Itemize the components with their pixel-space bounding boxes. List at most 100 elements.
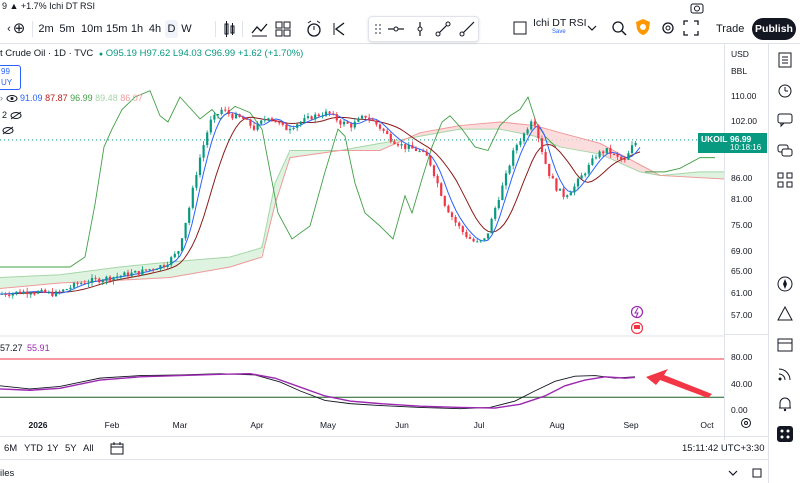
time-label: Apr xyxy=(250,420,264,430)
candle-body xyxy=(616,154,619,157)
candle-body xyxy=(526,129,529,134)
candle-body xyxy=(252,125,256,130)
chevron-down-icon[interactable] xyxy=(587,24,597,32)
vertical-line-icon[interactable] xyxy=(413,21,427,37)
interval-d-active[interactable]: D xyxy=(165,20,178,38)
interval-1h[interactable]: 1h xyxy=(130,23,144,35)
maximize-icon[interactable] xyxy=(752,468,762,478)
unit-label[interactable]: BBL xyxy=(731,66,748,76)
eye-crossed-icon[interactable] xyxy=(10,111,22,120)
candle-body xyxy=(497,200,500,209)
chart-pane[interactable] xyxy=(0,44,724,418)
watchlist-icon[interactable] xyxy=(777,52,793,68)
notifications-bell-icon[interactable] xyxy=(777,396,793,412)
buy-label[interactable]: UY xyxy=(1,78,13,87)
candle-body xyxy=(159,265,162,269)
candle-body xyxy=(407,145,410,149)
fullscreen-icon[interactable] xyxy=(683,20,699,36)
badge-symbol: UKOIL xyxy=(701,134,728,144)
horizontal-line-icon[interactable] xyxy=(387,22,405,36)
add-symbol-icon[interactable]: ⊕ xyxy=(12,20,26,37)
price-scale[interactable]: USD BBL 110.00 102.00 86.00 81.00 75.00 … xyxy=(724,44,769,440)
range-1y[interactable]: 1Y xyxy=(47,443,59,454)
ideas-icon[interactable] xyxy=(777,306,793,322)
alert-icon[interactable] xyxy=(305,20,323,38)
range-all[interactable]: All xyxy=(83,443,94,454)
candle-body xyxy=(231,114,234,119)
symbol-title[interactable]: t Crude Oil · 1D · TVC xyxy=(0,48,94,59)
rsi-value-1: 57.27 xyxy=(0,343,23,353)
range-ytd[interactable]: YTD xyxy=(24,443,43,454)
price-label: 110.00 xyxy=(731,91,757,101)
candle-body xyxy=(342,121,346,125)
interval-w[interactable]: W xyxy=(181,23,192,35)
interval-15m[interactable]: 15m xyxy=(106,23,128,35)
compass-icon[interactable] xyxy=(777,276,793,292)
replay-icon[interactable] xyxy=(332,21,348,37)
candle-body xyxy=(443,195,446,206)
chat-bubbles-icon[interactable] xyxy=(777,142,793,158)
bottom-tab-label[interactable]: iles xyxy=(0,468,15,479)
alerts-clock-icon[interactable] xyxy=(777,82,793,98)
candle-body xyxy=(242,116,245,119)
calendar-icon[interactable] xyxy=(110,441,124,455)
layout-name[interactable]: Ichi DT RSI xyxy=(533,17,587,29)
candle-body xyxy=(98,278,101,283)
templates-icon[interactable] xyxy=(275,21,291,37)
publish-button[interactable]: Publish xyxy=(752,18,796,40)
currency-label[interactable]: USD xyxy=(731,49,749,59)
buy-sell-widget[interactable]: 99 UY xyxy=(0,65,21,90)
candle-body xyxy=(584,173,587,176)
candles-icon[interactable] xyxy=(222,21,236,37)
layout-square-icon[interactable] xyxy=(513,21,527,35)
candle-body xyxy=(602,151,605,154)
clock-timezone[interactable]: 15:11:42 UTC+3:30 xyxy=(682,443,765,454)
separator xyxy=(32,21,33,37)
time-axis[interactable]: 2026 Feb Mar Apr May Jun Jul Aug Sep Oct xyxy=(0,418,724,430)
price-label: 75.00 xyxy=(731,220,753,230)
ray-icon[interactable] xyxy=(459,21,475,37)
candle-body xyxy=(411,145,414,149)
interval-2m[interactable]: 2m xyxy=(38,23,54,35)
chevron-down-icon[interactable] xyxy=(728,469,738,477)
interval-4h[interactable]: 4h xyxy=(148,23,162,35)
chat-icon[interactable] xyxy=(777,112,793,128)
candle-body xyxy=(450,212,454,217)
indicators-icon[interactable] xyxy=(251,21,269,37)
sell-price[interactable]: 99 xyxy=(1,67,10,76)
hidden-indicators[interactable] xyxy=(2,126,14,138)
chevron-icon[interactable]: › xyxy=(0,93,3,103)
span-b-line xyxy=(0,121,724,289)
axis-settings-icon[interactable] xyxy=(740,417,752,429)
settings-icon[interactable] xyxy=(660,20,676,36)
interval-5m[interactable]: 5m xyxy=(59,23,75,35)
candle-body xyxy=(540,138,544,152)
candle-body xyxy=(512,150,515,166)
rsi-fast-line xyxy=(0,373,636,410)
candle-body xyxy=(483,238,486,241)
indicator-count[interactable]: 2 xyxy=(2,110,22,120)
candle-body xyxy=(468,237,472,239)
eye-crossed-icon[interactable] xyxy=(6,94,18,103)
eye-crossed-icon[interactable] xyxy=(2,126,14,135)
candle-body xyxy=(234,114,238,119)
interval-10m[interactable]: 10m xyxy=(81,23,103,35)
candle-body xyxy=(33,293,36,295)
candle-body xyxy=(566,195,569,197)
trend-line-icon[interactable] xyxy=(435,21,451,37)
grid-icon[interactable] xyxy=(777,172,793,188)
candle-body xyxy=(353,121,356,128)
pane-divider[interactable] xyxy=(725,334,769,335)
candle-body xyxy=(314,114,317,120)
broadcast-icon[interactable] xyxy=(777,366,793,382)
range-5y[interactable]: 5Y xyxy=(65,443,77,454)
trade-button[interactable]: Trade xyxy=(716,23,745,35)
apps-icon[interactable] xyxy=(777,426,793,442)
camera-icon[interactable] xyxy=(690,1,704,15)
calendar-icon[interactable] xyxy=(777,336,793,352)
quick-search-icon[interactable] xyxy=(610,19,628,37)
range-6m[interactable]: 6M xyxy=(4,443,18,454)
shield-icon[interactable] xyxy=(635,18,651,36)
drag-handle-icon[interactable] xyxy=(374,22,382,36)
chevron-left-icon[interactable]: ‹ xyxy=(7,23,11,35)
